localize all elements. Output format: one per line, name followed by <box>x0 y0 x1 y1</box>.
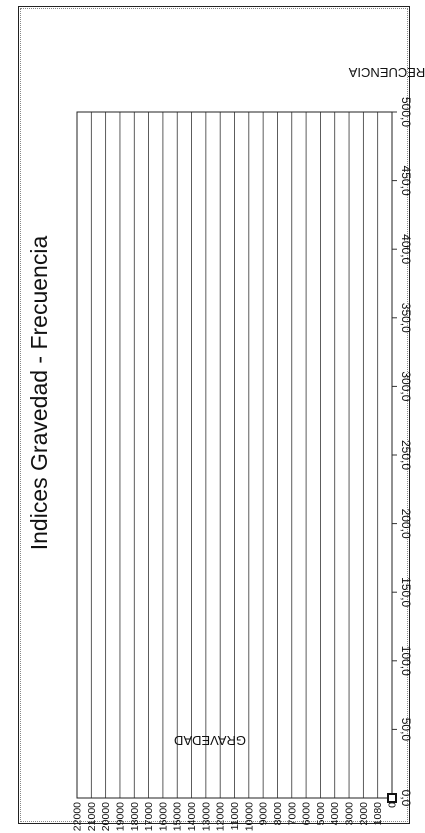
y-tick-label: 7000 <box>286 802 298 826</box>
y-tick-label: 10000 <box>243 802 255 831</box>
y-tick-label: 1080 <box>372 802 384 826</box>
axes-layer <box>76 111 393 799</box>
y-tick-label: 3000 <box>344 802 356 826</box>
y-tick-label: 8000 <box>272 802 284 826</box>
y-tick-label: 17000 <box>143 802 155 831</box>
chart-title: Indices Gravedad - Frecuencia <box>26 236 52 551</box>
x-tick-label: 200,0 <box>399 509 413 539</box>
y-tick-label: 21000 <box>86 802 98 831</box>
y-tick-label: 13000 <box>200 802 212 831</box>
chart-frame <box>18 6 410 824</box>
y-tick-label: 20000 <box>100 802 112 831</box>
x-tick-label: 500,0 <box>399 97 413 127</box>
y-tick-label: 5000 <box>315 802 327 826</box>
x-tick-labels: 0,0 50,0 100,0 150,0 200,0 250,0 300,0 350,0 400… <box>399 97 413 807</box>
y-tick-label: 11000 <box>229 802 241 831</box>
y-tick-label: 0 <box>387 802 399 808</box>
y-tick-label: 4000 <box>329 802 341 826</box>
x-tick-label: 150,0 <box>399 577 413 607</box>
y-tick-label: 16000 <box>157 802 169 831</box>
plot-area <box>76 111 393 799</box>
x-tick-label: 350,0 <box>399 303 413 333</box>
x-tick-label: 100,0 <box>399 646 413 676</box>
y-tick-label: 18000 <box>129 802 141 831</box>
x-tick-label: 400,0 <box>399 234 413 264</box>
x-tick-label: 250,0 <box>399 440 413 470</box>
chart-inner-border <box>20 8 408 822</box>
x-tick-label: 50,0 <box>399 718 413 742</box>
y-tick-label: 14000 <box>186 802 198 831</box>
y-tick-label: 2000 <box>358 802 370 826</box>
x-tick-label: 450,0 <box>399 166 413 196</box>
grid-layer <box>76 111 397 799</box>
x-tick-label: 0,0 <box>399 790 413 807</box>
y-tick-label: 15000 <box>172 802 184 831</box>
y-tick-label: 9000 <box>258 802 270 826</box>
y-tick-label: 12000 <box>215 802 227 831</box>
x-axis-title: FRECUENCIA <box>348 65 425 80</box>
y-tick-label: 19000 <box>114 802 126 831</box>
x-tick-label: 300,0 <box>399 371 413 401</box>
y-axis-title: GRAVEDAD <box>174 733 246 748</box>
data-point <box>387 793 397 803</box>
y-tick-labels: 0108020003000400050006000700080009000100… <box>72 802 399 831</box>
series-layer <box>387 793 397 803</box>
y-tick-label: 6000 <box>301 802 313 826</box>
y-tick-label: 22000 <box>72 802 84 831</box>
